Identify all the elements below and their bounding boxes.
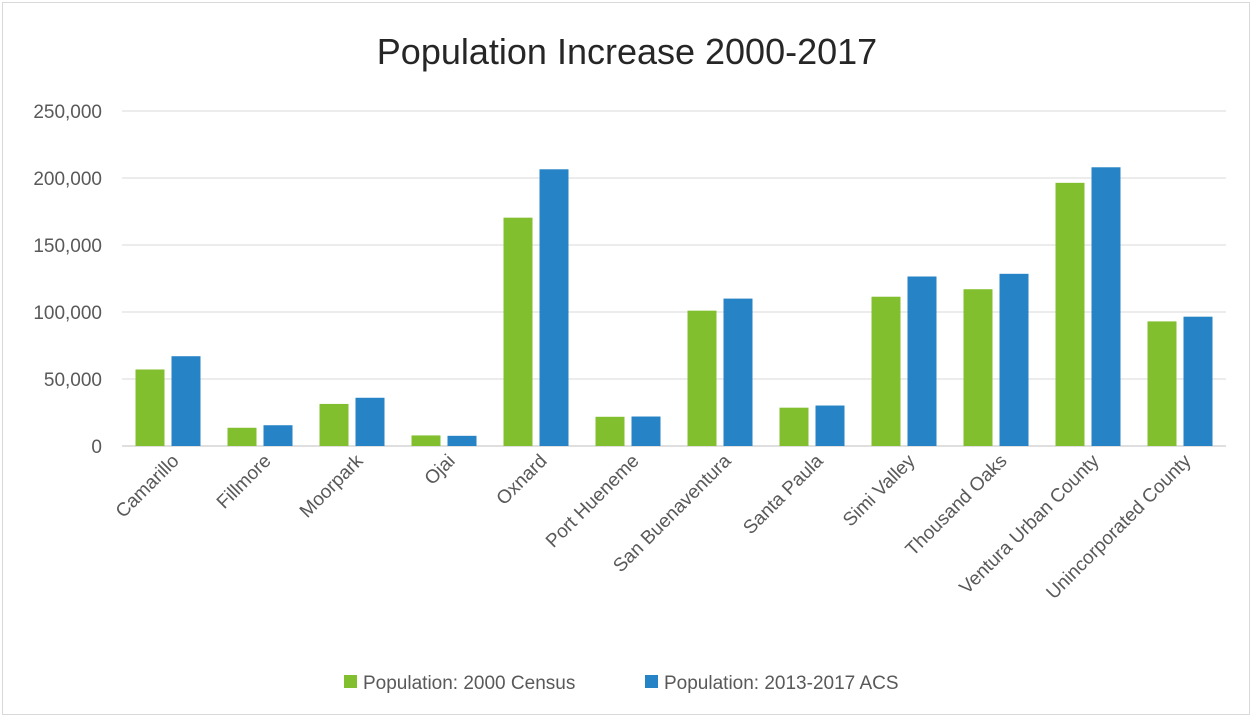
bar-census-2000: [227, 427, 257, 446]
x-tick-label: Oxnard: [493, 451, 552, 510]
y-tick-label: 200,000: [33, 169, 102, 190]
legend-swatch: [645, 675, 658, 688]
legend: Population: 2000 Census Population: 2013-…: [344, 673, 899, 694]
bar-acs-2013-2017: [631, 416, 661, 446]
y-tick-label: 150,000: [33, 236, 102, 257]
y-tick-label: 100,000: [33, 303, 102, 324]
bar-census-2000: [411, 435, 441, 446]
x-tick-label: Moorpark: [296, 450, 368, 522]
x-tick-label: Camarillo: [112, 451, 184, 523]
bar-census-2000: [871, 296, 901, 446]
bar-acs-2013-2017: [723, 298, 753, 446]
bar-acs-2013-2017: [1091, 167, 1121, 446]
bar-acs-2013-2017: [171, 356, 201, 446]
x-tick-label: Fillmore: [213, 451, 276, 514]
bar-acs-2013-2017: [815, 405, 845, 446]
bar-census-2000: [963, 289, 993, 446]
bar-acs-2013-2017: [355, 397, 385, 446]
bar-acs-2013-2017: [1183, 316, 1213, 446]
bars: [135, 167, 1213, 447]
bar-acs-2013-2017: [263, 425, 293, 446]
bar-census-2000: [319, 403, 349, 446]
y-tick-label: 250,000: [33, 102, 102, 123]
legend-label: Population: 2013-2017 ACS: [664, 673, 899, 694]
gridlines: [122, 110, 1226, 447]
x-tick-label: Santa Paula: [739, 450, 827, 538]
y-axis: 0 50,000 100,000 150,000 200,000 250,000: [33, 102, 102, 458]
x-tick-label: Ojai: [421, 451, 460, 490]
y-tick-label: 0: [91, 437, 102, 458]
bar-census-2000: [503, 217, 533, 446]
y-tick-label: 50,000: [44, 370, 102, 391]
bar-acs-2013-2017: [907, 276, 937, 446]
bar-acs-2013-2017: [539, 169, 569, 447]
bar-acs-2013-2017: [447, 435, 477, 446]
bar-census-2000: [687, 310, 717, 446]
bar-census-2000: [1055, 182, 1085, 446]
legend-label: Population: 2000 Census: [363, 673, 575, 694]
bar-acs-2013-2017: [999, 273, 1029, 446]
bar-census-2000: [595, 416, 625, 446]
x-tick-label: Simi Valley: [839, 450, 920, 531]
legend-swatch: [344, 675, 357, 688]
bar-census-2000: [135, 369, 165, 446]
bar-census-2000: [779, 407, 809, 446]
bar-census-2000: [1147, 321, 1177, 446]
x-axis: Camarillo Fillmore Moorpark Ojai OxnardPort …: [112, 450, 1196, 603]
x-tick-label: Port Hueneme: [542, 451, 643, 552]
chart-title: Population Increase 2000-2017: [377, 31, 877, 72]
